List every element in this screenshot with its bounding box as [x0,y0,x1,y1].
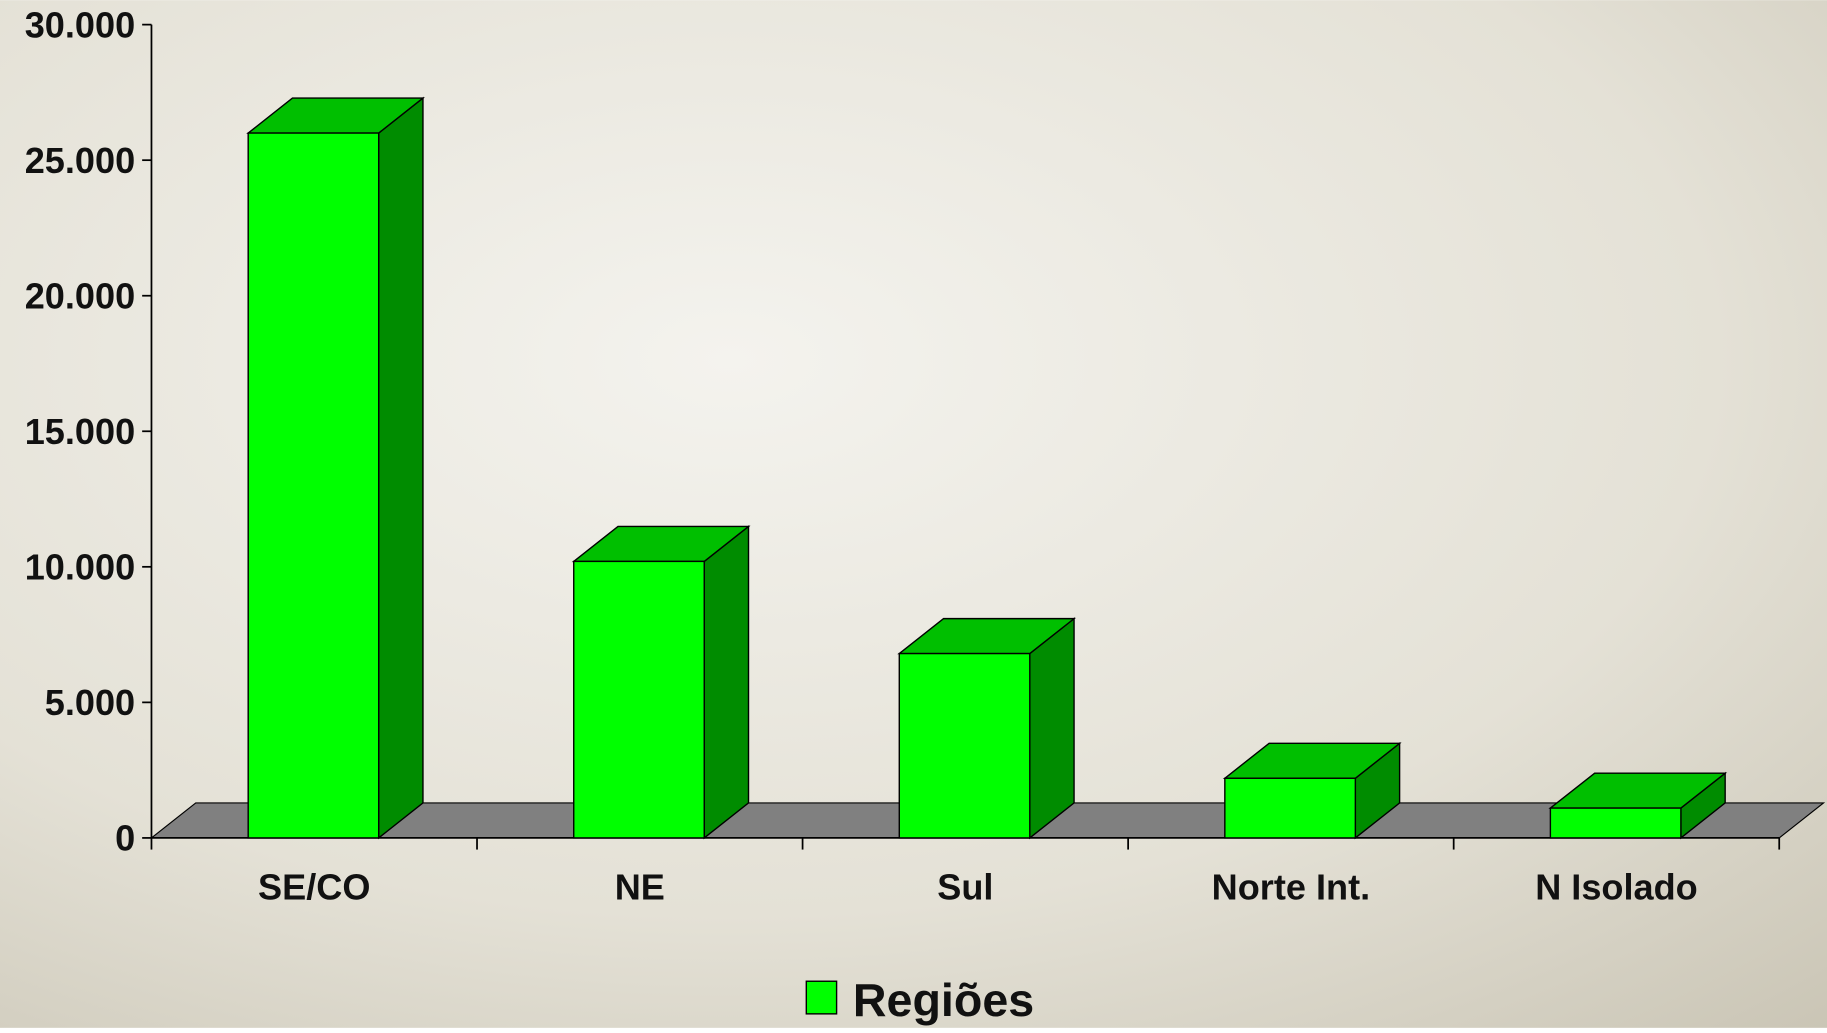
x-tick-label: Sul [937,867,993,908]
bar-face [703,525,750,840]
bar-face [247,132,380,839]
x-tick-label: Norte Int. [1212,867,1370,908]
bar [246,96,425,840]
y-tick-label: 0 [115,818,135,859]
bar-face [1029,617,1075,840]
y-tick-label: 10.000 [25,547,135,588]
x-tick-label: SE/CO [258,867,370,908]
legend-swatch [805,980,838,1015]
bar-face [1224,777,1357,839]
legend-label: Regiões [853,974,1034,1026]
bar [571,525,751,840]
bar [1222,741,1402,840]
x-tick-label: NE [615,867,665,908]
y-tick-label: 20.000 [25,276,135,317]
bar [1548,771,1728,840]
y-tick-label: 25.000 [25,140,135,181]
y-tick-label: 15.000 [25,411,135,452]
y-tick-label: 30.000 [25,4,135,45]
x-tick-label: N Isolado [1535,867,1698,908]
bar-face [898,652,1031,839]
bar-face [573,560,705,839]
bar-face [1549,807,1682,839]
bar-face [377,96,424,840]
bar [897,617,1077,840]
y-tick-label: 5.000 [45,682,135,723]
